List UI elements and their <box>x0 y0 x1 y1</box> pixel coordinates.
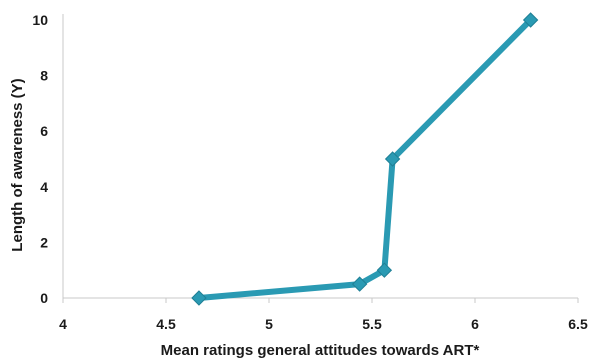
y-tick-label: 4 <box>40 179 48 195</box>
y-tick-label: 8 <box>40 68 48 84</box>
data-point-marker <box>351 276 368 292</box>
y-tick-label: 6 <box>40 123 48 139</box>
series-points <box>191 12 539 306</box>
series-lines <box>196 17 534 301</box>
data-point-marker <box>191 290 207 306</box>
x-tick-label: 4 <box>59 316 67 332</box>
y-axis-ticks: 0 2 4 6 8 10 <box>32 12 48 306</box>
x-axis-ticks: 4 4.5 5 5.5 6 6.5 <box>59 298 588 332</box>
x-tick-label: 6 <box>471 316 479 332</box>
data-point-marker <box>384 151 401 167</box>
y-axis-title: Length of awareness (Y) <box>9 78 26 251</box>
data-point-marker <box>376 262 393 278</box>
series-line <box>196 17 534 301</box>
x-tick-label: 5.5 <box>362 316 382 332</box>
data-point-marker <box>522 12 539 28</box>
y-tick-label: 0 <box>40 290 48 306</box>
x-tick-label: 5 <box>265 316 273 332</box>
y-tick-label: 2 <box>40 234 48 250</box>
y-tick-label: 10 <box>32 12 48 28</box>
x-axis-title: Mean ratings general attitudes towards A… <box>161 342 480 359</box>
axes <box>62 14 578 299</box>
x-tick-label: 6.5 <box>568 316 588 332</box>
x-tick-label: 4.5 <box>156 316 176 332</box>
